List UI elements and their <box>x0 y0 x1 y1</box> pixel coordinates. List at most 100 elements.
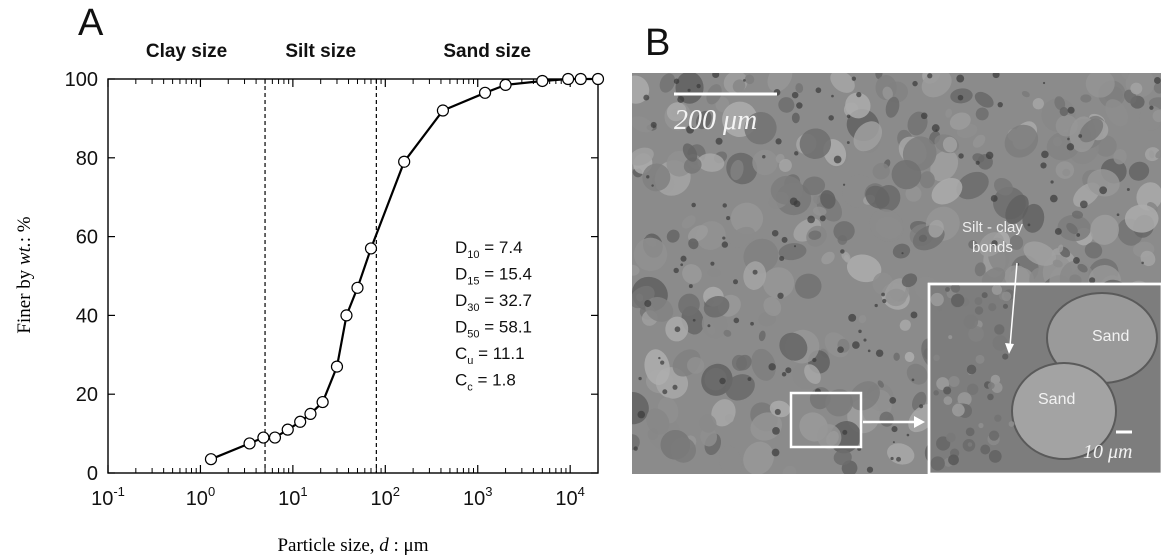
sem-grain <box>791 112 800 124</box>
inset-particle <box>981 292 988 299</box>
inset-particle <box>992 335 1008 351</box>
sem-grain <box>687 225 708 243</box>
sem-grain <box>778 158 792 172</box>
data-point <box>499 78 512 92</box>
inset-particle <box>994 414 1002 422</box>
sem-grain <box>882 86 893 100</box>
inset-particle <box>988 449 1002 463</box>
sem-grain <box>905 185 922 202</box>
x-tick-label: 104 <box>555 484 584 510</box>
sem-pore <box>828 115 834 121</box>
sem-pore <box>896 456 902 462</box>
stat-annotation: D10 = 7.4 <box>455 238 523 261</box>
y-axis-label: Finer by wt.: % <box>14 216 35 333</box>
sem-pore <box>911 378 915 382</box>
sem-pore <box>781 371 787 377</box>
sem-grain <box>666 229 680 243</box>
sem-pore <box>842 429 848 435</box>
sem-grain <box>1152 109 1161 123</box>
sem-pore <box>997 101 1003 108</box>
sem-pore <box>863 338 867 342</box>
y-tick-label: 40 <box>76 305 98 327</box>
sem-grain <box>701 310 728 339</box>
sem-pore <box>1067 106 1075 114</box>
sem-pore <box>633 446 638 451</box>
sem-pore <box>747 377 752 381</box>
x-axis-label: Particle size, d : μm <box>277 535 428 556</box>
sem-pore <box>1041 150 1049 159</box>
sem-grain <box>751 348 776 381</box>
sem-grain <box>632 116 654 133</box>
sem-pore <box>1089 277 1096 284</box>
sem-pore <box>837 346 844 354</box>
x-tick-label: 100 <box>186 484 215 510</box>
sem-pore <box>779 255 785 261</box>
sem-pore <box>707 324 711 328</box>
sem-pore <box>833 155 842 164</box>
sem-pore <box>719 377 726 385</box>
sem-grain <box>1087 169 1120 197</box>
sem-pore <box>774 408 781 415</box>
sem-pore <box>892 441 895 444</box>
sem-pore <box>673 267 679 274</box>
sem-grain <box>725 374 755 401</box>
sem-grain <box>846 254 882 283</box>
inset-particle <box>965 427 975 437</box>
sem-grain <box>763 297 782 317</box>
sem-texture <box>632 73 1161 474</box>
sem-grain <box>919 171 935 189</box>
sem-pore <box>889 397 897 404</box>
sem-pore <box>1116 213 1120 217</box>
sem-grain <box>1004 124 1039 158</box>
inset-particle <box>1001 291 1012 302</box>
series-line <box>210 77 598 461</box>
sem-pore <box>807 215 815 224</box>
sem-grain <box>632 434 640 451</box>
sem-grain <box>647 428 659 440</box>
sem-grain <box>1052 259 1063 268</box>
sem-grain <box>758 330 766 342</box>
sem-pore <box>991 240 998 247</box>
inset-border <box>927 282 1161 474</box>
sem-grain <box>918 234 927 242</box>
sem-pore <box>672 384 678 390</box>
sem-grain <box>1059 107 1069 117</box>
y-tick-label: 100 <box>65 69 98 91</box>
sem-grain <box>875 216 903 239</box>
panel-b-letter: B <box>645 22 671 64</box>
sem-pore <box>638 376 642 381</box>
sand-label-upper: Sand <box>1092 328 1130 345</box>
sem-grain <box>821 251 835 265</box>
sem-pore <box>651 184 654 187</box>
inset-particle <box>1002 303 1009 309</box>
sem-pore <box>1050 180 1054 184</box>
sem-grain <box>885 288 907 307</box>
sem-grain <box>695 110 712 130</box>
inset-particle <box>975 354 985 364</box>
sem-grain <box>632 264 640 276</box>
sem-pore <box>793 200 801 208</box>
inset-particle <box>930 456 945 471</box>
stat-annotation: Cu = 11.1 <box>455 344 525 367</box>
inset-scale-label: 10 μm <box>1083 441 1133 463</box>
inset-particle <box>930 292 944 307</box>
sem-pore <box>721 241 729 248</box>
y-tick-label: 0 <box>87 463 98 485</box>
sem-pore <box>931 124 940 133</box>
sem-grain <box>767 73 793 92</box>
sem-grain <box>699 414 717 433</box>
sem-pore <box>677 95 685 103</box>
sem-pore <box>1154 77 1161 84</box>
sem-grain <box>887 443 915 465</box>
sem-grain <box>812 206 827 216</box>
sem-pore <box>819 215 826 222</box>
sem-grain <box>1079 118 1104 143</box>
zone-label: Sand size <box>443 41 531 62</box>
inset-particle <box>957 392 972 407</box>
sem-grain <box>949 112 971 130</box>
sem-grain <box>853 121 883 152</box>
sem-grain <box>1130 82 1143 95</box>
stat-annotation: Cc = 1.8 <box>455 371 516 394</box>
sem-pore <box>660 360 665 365</box>
sem-grain <box>968 240 978 249</box>
